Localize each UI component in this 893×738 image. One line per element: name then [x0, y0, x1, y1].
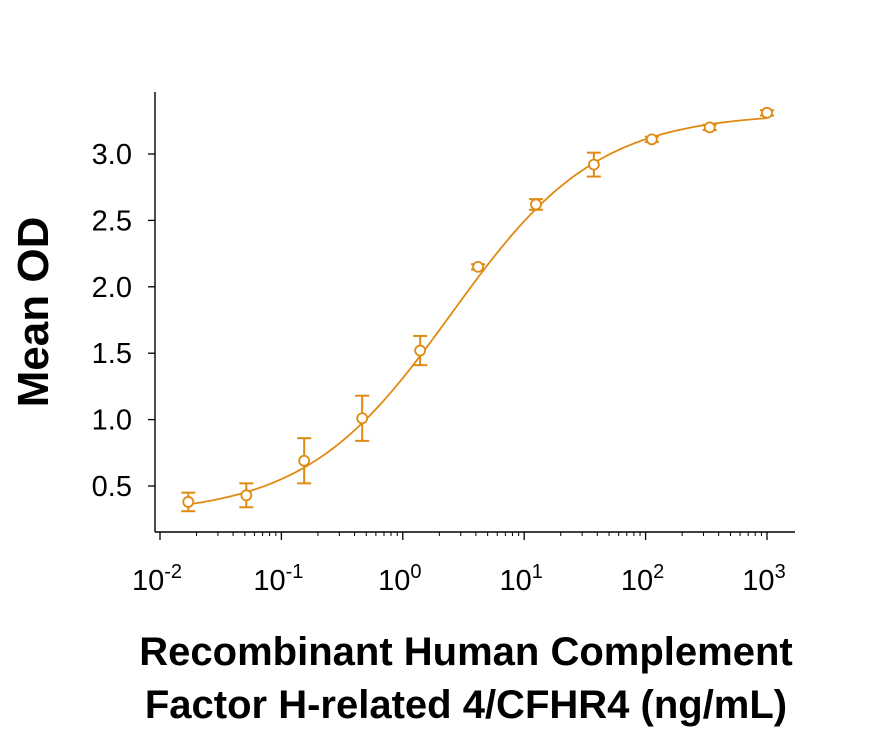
data-point-group [355, 394, 370, 442]
x-tick-label-exponent: -2 [164, 561, 182, 583]
x-axis-title-line-2: Factor H-related 4/CFHR4 (ng/mL) [145, 683, 787, 727]
axes [154, 92, 795, 533]
data-point [356, 412, 369, 425]
data-point [645, 133, 658, 146]
data-point-group [181, 491, 196, 513]
x-tick-label: 103 [742, 561, 785, 597]
x-tick-label-base: 10 [253, 565, 285, 597]
x-tick-label: 10-2 [132, 561, 182, 597]
x-tick-label-base: 10 [621, 565, 653, 597]
data-point-group [702, 121, 717, 134]
data-point-group [413, 334, 428, 367]
y-tick-label: 0.5 [92, 471, 132, 503]
x-tick-label-exponent: 3 [775, 561, 786, 583]
data-point [587, 158, 600, 171]
data-point [761, 106, 773, 119]
y-ticks: 0.5 1.0 1.5 2.0 2.5 3.0 [92, 139, 155, 503]
x-ticks: 10-2 10-1 100 101 102 103 [132, 532, 786, 597]
x-tick-label-exponent: -1 [286, 561, 304, 583]
x-tick-label-base: 10 [378, 565, 410, 597]
data-points-layer [181, 106, 774, 513]
y-tick-label: 2.0 [92, 272, 132, 304]
x-tick-label-base: 10 [132, 565, 164, 597]
data-point [414, 344, 427, 357]
x-tick-label-exponent: 0 [410, 561, 421, 583]
data-point-group [239, 482, 254, 509]
fit-curve-layer [188, 117, 768, 506]
data-point [703, 121, 716, 134]
y-tick-label: 3.0 [92, 139, 132, 171]
y-tick-label: 1.5 [92, 338, 132, 370]
data-point [472, 260, 484, 273]
x-axis-title-line-1: Recombinant Human Complement [139, 630, 792, 674]
x-tick-label-exponent: 2 [653, 561, 664, 583]
x-tick-label-base: 10 [500, 565, 532, 597]
y-axis-title: Mean OD [9, 217, 58, 408]
x-tick-label: 102 [621, 561, 664, 597]
data-point [298, 454, 311, 467]
data-point-group [586, 151, 601, 178]
x-tick-label-exponent: 1 [532, 561, 543, 583]
data-point-group [471, 260, 486, 273]
x-tick-label: 101 [500, 561, 543, 597]
x-tick-label: 100 [378, 561, 421, 597]
x-tick-label: 10-1 [253, 561, 303, 597]
fit-curve [188, 117, 768, 506]
data-point-group [528, 198, 543, 211]
data-point [240, 489, 253, 502]
data-point-group [644, 133, 659, 146]
y-tick-label: 2.5 [92, 205, 132, 237]
data-point-group [760, 106, 774, 119]
y-tick-label: 1.0 [92, 405, 132, 437]
data-point [530, 198, 542, 211]
data-point-group [297, 437, 312, 485]
x-tick-label-base: 10 [742, 565, 774, 597]
data-point [182, 496, 195, 508]
